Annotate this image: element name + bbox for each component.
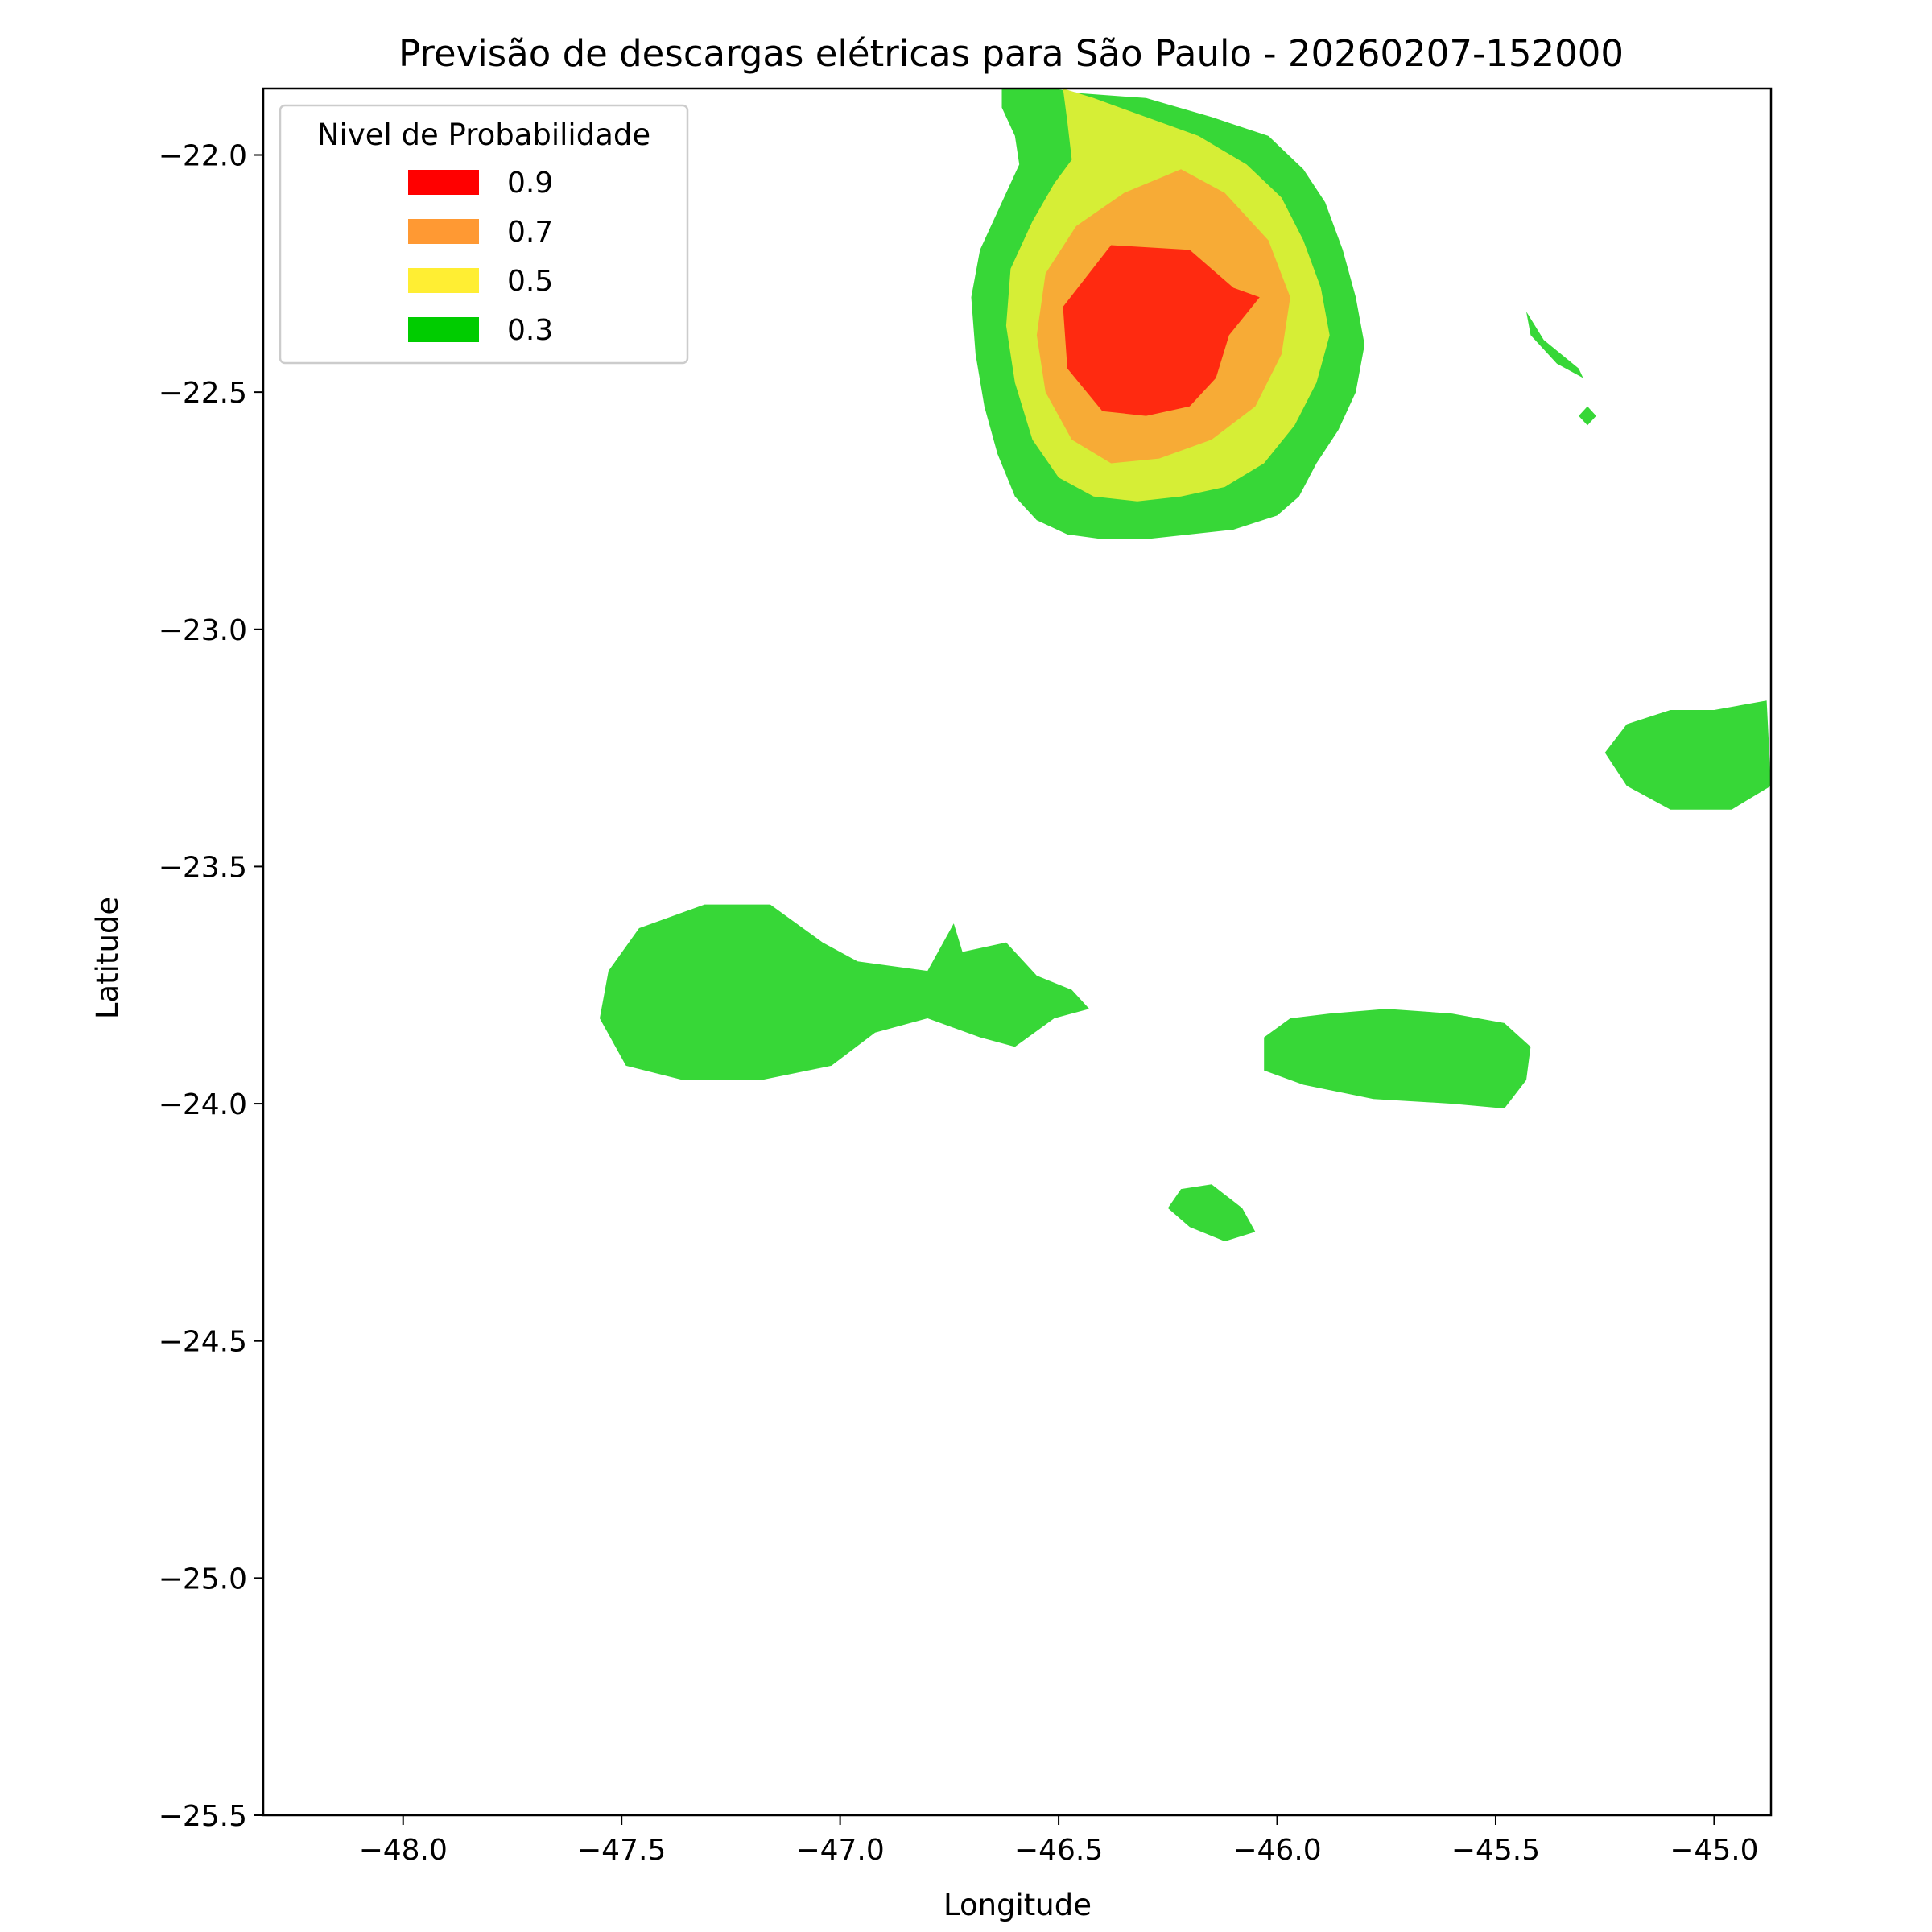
- contour-regions: [600, 89, 1771, 1241]
- legend-swatch: [408, 219, 479, 244]
- legend-swatch: [408, 268, 479, 293]
- x-tick-label: −45.0: [1670, 1834, 1758, 1867]
- contour-region-09-6: [1063, 245, 1260, 416]
- y-tick-label: −25.5: [159, 1800, 247, 1833]
- legend-box: [279, 104, 689, 365]
- x-tick-label: −48.0: [359, 1834, 448, 1867]
- y-tick-label: −23.0: [159, 614, 247, 647]
- x-tick-label: −47.5: [577, 1834, 666, 1867]
- x-tick-label: −46.0: [1232, 1834, 1321, 1867]
- y-tick-label: −24.5: [159, 1326, 247, 1359]
- x-tick-label: −45.5: [1451, 1834, 1540, 1867]
- legend-title: Nivel de Probabilidade: [317, 118, 650, 152]
- legend: Nivel de Probabilidade 0.9 0.7 0.5 0.3: [279, 104, 689, 365]
- x-axis-label: Longitude: [943, 1888, 1092, 1922]
- x-tick-label: −47.0: [795, 1834, 884, 1867]
- y-axis-ticks: −22.0 −22.5 −23.0 −23.5 −24.0 −24.5 −25.0 −25.5: [159, 140, 263, 1833]
- plot-area: [600, 89, 1771, 1241]
- y-tick-label: −25.0: [159, 1563, 247, 1596]
- y-tick-label: −24.0: [159, 1088, 247, 1121]
- y-axis-label: Latitude: [90, 897, 125, 1019]
- x-axis-ticks: −48.0 −47.5 −47.0 −46.5 −46.0 −45.5 −45.0: [359, 1815, 1759, 1867]
- contour-region-03-10: [1604, 700, 1771, 810]
- y-tick-label: −22.5: [159, 377, 247, 410]
- legend-swatch: [408, 317, 479, 342]
- contour-region-03-13: [1579, 406, 1596, 426]
- legend-label: 0.5: [507, 265, 553, 298]
- legend-label: 0.9: [507, 167, 553, 200]
- contour-region-03-12: [1526, 312, 1583, 378]
- x-tick-label: −46.5: [1014, 1834, 1103, 1867]
- y-tick-label: −22.0: [159, 140, 247, 173]
- plot-frame: [262, 87, 1773, 1817]
- y-tick-label: −23.5: [159, 851, 247, 884]
- contour-region-03-11: [1167, 1184, 1256, 1241]
- legend-swatch: [408, 170, 479, 195]
- legend-entries: 0.9 0.7 0.5 0.3: [408, 167, 553, 347]
- legend-label: 0.3: [507, 314, 553, 347]
- legend-label: 0.7: [507, 216, 553, 249]
- chart-title: Previsão de descargas elétricas para São…: [398, 32, 1624, 75]
- contour-region-03-8: [600, 904, 1090, 1080]
- contour-region-03-9: [1264, 1009, 1531, 1108]
